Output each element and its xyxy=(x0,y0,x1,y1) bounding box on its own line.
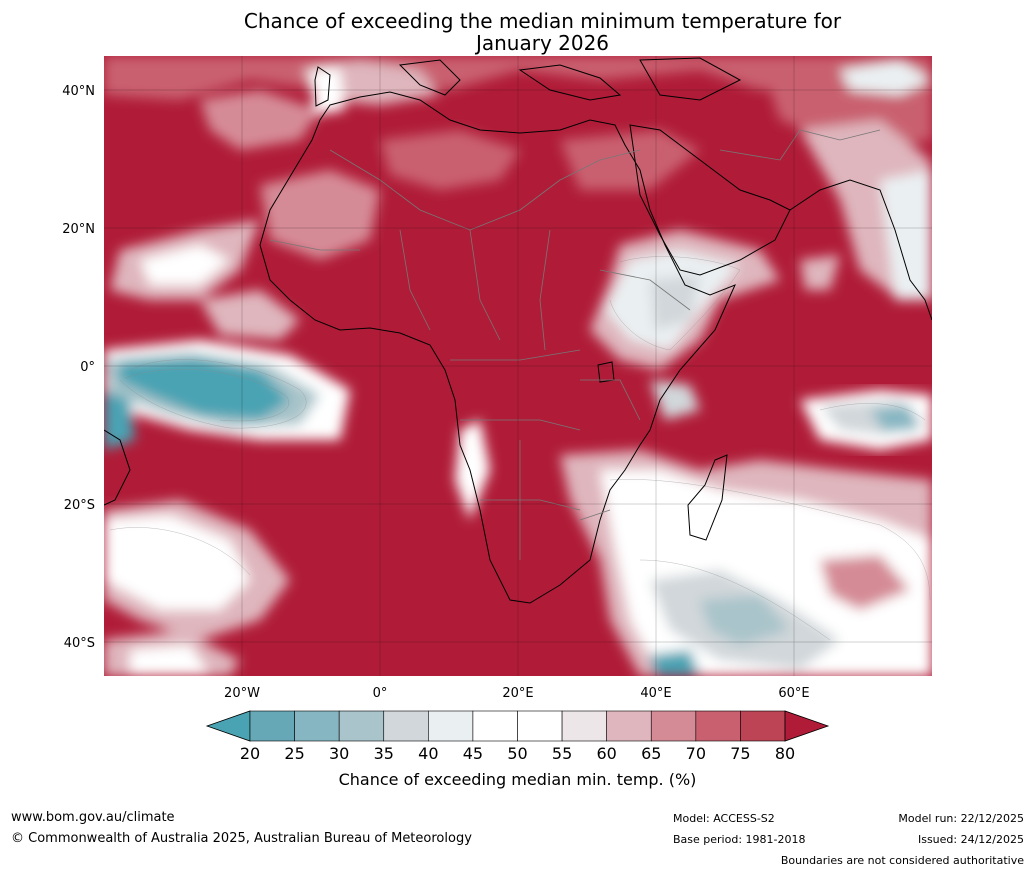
colorbar-segment xyxy=(294,710,340,742)
colorbar-segment xyxy=(650,710,697,742)
colorbar-tick: 25 xyxy=(284,744,304,763)
colorbar xyxy=(205,710,830,742)
colorbar-segment xyxy=(428,710,474,742)
colorbar-tick: 50 xyxy=(507,744,527,763)
colorbar-segment xyxy=(517,710,563,742)
colorbar-tick-labels: 20 25 30 35 40 45 50 55 60 65 70 75 80 xyxy=(240,744,795,763)
lat-label: 0° xyxy=(80,360,95,375)
lon-label: 0° xyxy=(373,686,388,701)
country-boundaries xyxy=(269,129,881,560)
colorbar-tick: 40 xyxy=(418,744,438,763)
graticule xyxy=(104,56,932,676)
colorbar-tick: 60 xyxy=(596,744,616,763)
lon-label: 20°E xyxy=(502,686,533,701)
colorbar-tick: 55 xyxy=(552,744,572,763)
footer-model: Model: ACCESS-S2 xyxy=(673,812,775,825)
map-field xyxy=(104,56,932,676)
lat-label: 40°N xyxy=(62,84,95,99)
southern-pale-band xyxy=(104,420,932,676)
longitude-labels: 20°W 0° 20°E 40°E 60°E xyxy=(224,686,810,701)
colorbar-label: Chance of exceeding median min. temp. (%… xyxy=(338,770,697,789)
footer-copyright: © Commonwealth of Australia 2025, Austra… xyxy=(11,831,472,846)
latitude-labels: 40°N 20°N 0° 20°S 40°S xyxy=(62,84,95,651)
colorbar-segment xyxy=(338,710,385,742)
colorbar-tick: 35 xyxy=(374,744,394,763)
atlantic-cool-zone xyxy=(104,220,350,450)
colorbar-extend-low xyxy=(205,710,251,742)
colorbar-tick: 30 xyxy=(329,744,349,763)
title-line-1: Chance of exceeding the median minimum t… xyxy=(243,9,842,33)
footer-base-period: Base period: 1981-2018 xyxy=(673,833,806,846)
lat-label: 20°S xyxy=(64,498,95,513)
indian-ocean-pale-band xyxy=(800,390,932,450)
footer-issued: Issued: 24/12/2025 xyxy=(917,833,1024,846)
east-africa-pale-zone xyxy=(590,230,840,420)
colorbar-tick: 20 xyxy=(240,744,260,763)
colorbar-segment xyxy=(383,710,429,742)
north-light-zones xyxy=(104,56,932,300)
colorbar-tick: 65 xyxy=(641,744,661,763)
lat-label: 40°S xyxy=(64,636,95,651)
title-line-2: January 2026 xyxy=(475,31,610,55)
footer-model-run: Model run: 22/12/2025 xyxy=(898,812,1024,825)
coastlines xyxy=(104,57,932,604)
lon-label: 40°E xyxy=(640,686,671,701)
colorbar-segment xyxy=(695,710,741,742)
lon-label: 20°W xyxy=(224,686,260,701)
colorbar-segment xyxy=(561,710,607,742)
footer-url: www.bom.gov.au/climate xyxy=(11,810,175,825)
map-title: Chance of exceeding the median minimum t… xyxy=(150,10,935,54)
colorbar-extend-high xyxy=(784,710,830,742)
colorbar-tick: 75 xyxy=(730,744,750,763)
footer-disclaimer: Boundaries are not considered authoritat… xyxy=(780,854,1024,867)
colorbar-tick: 45 xyxy=(463,744,483,763)
colorbar-segment xyxy=(249,710,295,742)
colorbar-segment xyxy=(740,710,786,742)
colorbar-segment xyxy=(606,710,652,742)
lon-label: 60°E xyxy=(778,686,809,701)
lat-label: 20°N xyxy=(62,222,95,237)
colorbar-tick: 70 xyxy=(686,744,706,763)
colorbar-segment xyxy=(472,710,518,742)
colorbar-tick: 80 xyxy=(775,744,795,763)
